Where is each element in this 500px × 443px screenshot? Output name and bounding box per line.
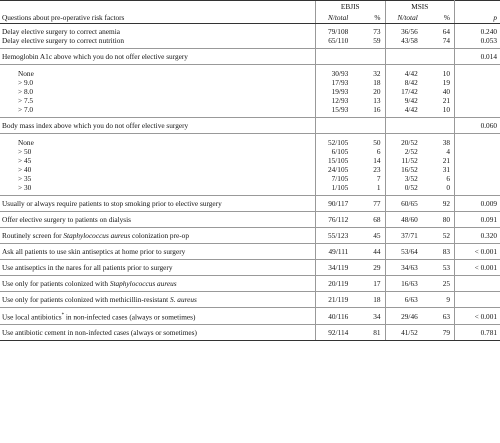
table-row: > 8.0 19/93 20 17/42 40	[0, 87, 500, 96]
group-msis: MSIS	[384, 0, 455, 12]
table-row: Use only for patients colonized with Sta…	[0, 275, 500, 292]
column-msis-pct: %	[419, 12, 455, 24]
table-row: Body mass index above which you do not o…	[0, 117, 500, 134]
column-question: Questions about pre-operative risk facto…	[0, 12, 316, 24]
table-row: > 35 7/105 7 3/52 6	[0, 174, 500, 183]
table-row: None 52/105 50 20/52 38	[0, 138, 500, 147]
header-columns-row: Questions about pre-operative risk facto…	[0, 12, 500, 24]
table-row: Hemoglobin A1c above which you do not of…	[0, 48, 500, 65]
column-ebjis-n: N/total	[315, 12, 351, 24]
header-group-row: EBJIS MSIS	[0, 0, 500, 12]
group-ebjis: EBJIS	[315, 0, 385, 12]
table-row: > 45 15/105 14 11/52 21	[0, 156, 500, 165]
column-p: p	[454, 12, 500, 24]
table-row: Use local antibiotics* in non-infected c…	[0, 306, 500, 325]
table-row: > 50 6/105 6 2/52 4	[0, 147, 500, 156]
column-msis-n: N/total	[384, 12, 420, 24]
table-row: None 30/93 32 4/42 10	[0, 69, 500, 78]
table-row: Delay elective surgery to correct nutrit…	[0, 36, 500, 49]
table-row: Routinely screen for Staphylococcus aure…	[0, 227, 500, 244]
column-ebjis-pct: %	[350, 12, 385, 24]
table-row: Use antiseptics in the nares for all pat…	[0, 259, 500, 276]
table-row: Delay elective surgery to correct anemia…	[0, 23, 500, 36]
risk-factors-table: EBJIS MSIS Questions about pre-operative…	[0, 0, 500, 342]
table-row: > 9.0 17/93 18 8/42 19	[0, 78, 500, 87]
table-row: > 40 24/105 23 16/52 31	[0, 165, 500, 174]
table-row: > 7.5 12/93 13 9/42 21	[0, 96, 500, 105]
table-row: Use only for patients colonized with met…	[0, 291, 500, 308]
table-row: Use antibiotic cement in non-infected ca…	[0, 324, 500, 342]
table-row: > 7.0 15/93 16 4/42 10	[0, 105, 500, 118]
table-row: Ask all patients to use skin antiseptics…	[0, 243, 500, 260]
table-row: Usually or always require patients to st…	[0, 195, 500, 212]
table-row: Offer elective surgery to patients on di…	[0, 211, 500, 228]
table-row: > 30 1/105 1 0/52 0	[0, 183, 500, 196]
